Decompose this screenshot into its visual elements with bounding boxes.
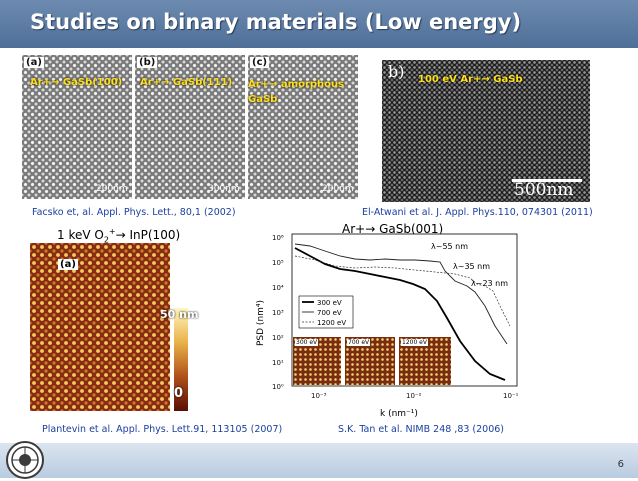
y-tick-5: 10⁵ [272,259,284,267]
afm-colorbar [174,308,188,411]
psd-inset-label-300: 300 eV [295,339,319,346]
citation-tan: S.K. Tan et al. NIMB 248 ,83 (2006) [338,424,505,435]
scale-bar-line-atwani [512,179,582,182]
x-tick-2: 10⁻² [406,392,422,400]
y-tick-2: 10² [272,334,284,342]
x-tick-1: 10⁻¹ [503,392,519,400]
x-tick-3: 10⁻³ [311,392,327,400]
citation-atwani: El-Atwani et al. J. Appl. Phys.110, 0743… [362,207,593,218]
y-tick-3: 10³ [272,309,284,317]
psd-curve-700ev [294,243,508,345]
legend-300: 300 eV [317,299,342,307]
afm-colorbar-bottom: 0 [174,386,184,401]
panel-letter-b: (b) [137,57,158,68]
citation-facsko: Facsko et, al. Appl. Phys. Lett., 80,1 (… [32,207,236,218]
afm-panel-letter: (a) [58,259,78,270]
panel-label-a: Ar+→ GaSb(100) [30,77,123,88]
scale-bar-c: 200nm [322,184,354,194]
logo-emblem-icon [11,446,39,474]
sem-panel-b [135,55,245,199]
afm-heading-rest: → InP(100) [115,228,181,242]
psd-curve-300ev [294,247,506,381]
panel-letter-atwani: b) [388,62,405,81]
psd-chart: 10⁶ 10⁵ 10⁴ 10³ 10² 10¹ 10⁰ 10⁻³ 10⁻² 10… [256,233,519,419]
legend-700: 700 eV [317,309,342,317]
y-tick-1: 10¹ [272,359,284,367]
legend-1200: 1200 eV [317,319,346,327]
afm-heading-main: 1 keV O [57,228,104,242]
panel-letter-a: (a) [24,57,44,68]
citation-plantevin: Plantevin et al. Appl. Phys. Lett.91, 11… [42,424,283,435]
afm-image [30,243,170,411]
panel-label-atwani: 100 eV Ar+→ GaSb [418,74,523,85]
y-tick-0: 10⁰ [272,383,284,391]
sem-panel-a [22,55,132,199]
psd-curve-1200ev [294,255,511,327]
y-tick-4: 10⁴ [272,284,284,292]
afm-heading-sub: 2 [103,235,109,245]
psd-ylabel: PSD (nm⁴) [256,300,266,346]
institution-logo [6,441,44,479]
slide-title: Studies on binary materials (Low energy) [30,10,522,34]
sem-panel-c [248,55,358,199]
psd-inset-label-1200: 1200 eV [401,339,428,346]
scale-bar-atwani: 500nm [514,180,574,200]
panel-label-c: Ar+→ amorphous GaSb [248,79,345,105]
psd-heading: Ar+→ GaSb(001) [342,222,444,236]
afm-colorbar-top: 50 nm [160,308,199,321]
scale-bar-b: 300nm [208,184,240,194]
slide-number: 6 [617,459,624,470]
annotation-lambda-35: λ~35 nm [453,262,490,271]
scale-bar-a: 200nm [96,184,128,194]
sem-panel-atwani [382,60,590,202]
y-tick-6: 10⁶ [272,234,284,242]
annotation-lambda-23: λ~23 nm [471,279,508,288]
annotation-lambda-55: λ~55 nm [431,242,468,251]
bottom-bar [0,443,638,478]
panel-letter-c: (c) [250,57,270,68]
afm-heading: 1 keV O2+→ InP(100) [57,227,180,244]
psd-inset-label-700: 700 eV [347,339,371,346]
psd-xlabel: k (nm⁻¹) [380,409,418,419]
afm-heading-sup: + [108,227,116,236]
title-bar [0,0,638,48]
panel-label-b: Ar+→ GaSb(111) [140,77,233,88]
